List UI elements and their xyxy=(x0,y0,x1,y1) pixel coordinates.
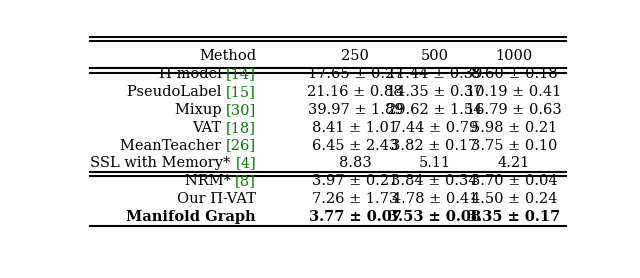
Text: 17.65 ± 0.27: 17.65 ± 0.27 xyxy=(308,68,403,81)
Text: 4.78 ± 0.41: 4.78 ± 0.41 xyxy=(392,192,478,206)
Text: 11.44 ± 0.39: 11.44 ± 0.39 xyxy=(387,68,483,81)
Text: 4.50 ± 0.24: 4.50 ± 0.24 xyxy=(471,192,557,206)
Text: 6.45 ± 2.43: 6.45 ± 2.43 xyxy=(312,138,399,153)
Text: Mixup: Mixup xyxy=(175,103,226,117)
Text: 5.98 ± 0.21: 5.98 ± 0.21 xyxy=(471,121,557,135)
Text: VAT: VAT xyxy=(192,121,226,135)
Text: 8.60 ± 0.18: 8.60 ± 0.18 xyxy=(470,68,557,81)
Text: 4.21: 4.21 xyxy=(498,156,530,170)
Text: 5.11: 5.11 xyxy=(419,156,451,170)
Text: 3.75 ± 0.10: 3.75 ± 0.10 xyxy=(471,138,557,153)
Text: [26]: [26] xyxy=(226,138,256,153)
Text: 3.82 ± 0.17: 3.82 ± 0.17 xyxy=(392,138,478,153)
Text: 7.26 ± 1.73: 7.26 ± 1.73 xyxy=(312,192,399,206)
Text: [15]: [15] xyxy=(226,85,256,99)
Text: [14]: [14] xyxy=(226,68,256,81)
Text: 29.62 ± 1.54: 29.62 ± 1.54 xyxy=(387,103,483,117)
Text: 14.35 ± 0.37: 14.35 ± 0.37 xyxy=(387,85,483,99)
Text: 39.97 ± 1.89: 39.97 ± 1.89 xyxy=(308,103,403,117)
Text: 1000: 1000 xyxy=(495,49,532,63)
Text: NRM*: NRM* xyxy=(184,174,236,188)
Text: 8.41 ± 1.01: 8.41 ± 1.01 xyxy=(312,121,398,135)
Text: PseudoLabel: PseudoLabel xyxy=(127,85,226,99)
Text: SSL with Memory*: SSL with Memory* xyxy=(90,156,236,170)
Text: 21.16 ± 0.88: 21.16 ± 0.88 xyxy=(307,85,403,99)
Text: 16.79 ± 0.63: 16.79 ± 0.63 xyxy=(466,103,562,117)
Text: [4]: [4] xyxy=(236,156,256,170)
Text: 500: 500 xyxy=(420,49,449,63)
Text: 3.77 ± 0.07: 3.77 ± 0.07 xyxy=(309,210,402,224)
Text: 7.44 ± 0.79: 7.44 ± 0.79 xyxy=(392,121,478,135)
Text: 3.84 ± 0.34: 3.84 ± 0.34 xyxy=(391,174,478,188)
Text: 3.35 ± 0.17: 3.35 ± 0.17 xyxy=(467,210,561,224)
Text: 3.70 ± 0.04: 3.70 ± 0.04 xyxy=(470,174,557,188)
Text: [18]: [18] xyxy=(226,121,256,135)
Text: 10.19 ± 0.41: 10.19 ± 0.41 xyxy=(467,85,562,99)
Text: 250: 250 xyxy=(341,49,369,63)
Text: Our Π-VAT: Our Π-VAT xyxy=(177,192,256,206)
Text: 8.83: 8.83 xyxy=(339,156,372,170)
Text: MeanTeacher: MeanTeacher xyxy=(120,138,226,153)
Text: Π-model: Π-model xyxy=(159,68,226,81)
Text: 3.97 ± 0.21: 3.97 ± 0.21 xyxy=(312,174,399,188)
Text: 3.53 ± 0.08: 3.53 ± 0.08 xyxy=(388,210,481,224)
Text: [30]: [30] xyxy=(226,103,256,117)
Text: [8]: [8] xyxy=(236,174,256,188)
Text: Method: Method xyxy=(199,49,256,63)
Text: Manifold Graph: Manifold Graph xyxy=(127,210,256,224)
